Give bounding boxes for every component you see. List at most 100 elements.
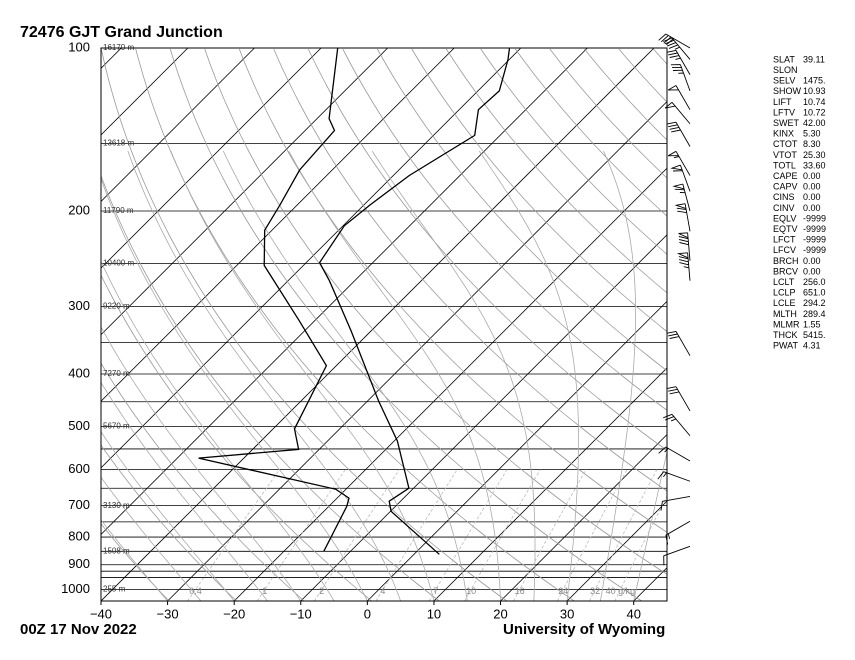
index-key: SLAT bbox=[773, 54, 795, 64]
dry-adiabat bbox=[342, 48, 667, 411]
dry-adiabat bbox=[411, 48, 667, 333]
index-key: EQLV bbox=[773, 213, 796, 223]
index-value: 39.11 bbox=[803, 54, 825, 64]
index-value: 10.93 bbox=[803, 86, 826, 96]
moist-adiabat bbox=[222, 150, 468, 601]
height-label: 5670 m bbox=[103, 422, 130, 431]
mixing-ratio-line bbox=[187, 469, 281, 601]
mixing-ratio-label: 24 bbox=[558, 586, 568, 596]
index-value: -9999 bbox=[803, 224, 826, 234]
mixing-ratio-label: 40 g/kg bbox=[606, 586, 636, 596]
x-tick-label: −40 bbox=[90, 606, 112, 621]
isotherm bbox=[101, 48, 455, 402]
wind-barb bbox=[678, 232, 691, 261]
index-key: LFCV bbox=[773, 245, 796, 255]
index-value: 5.30 bbox=[803, 129, 821, 139]
index-key: BRCV bbox=[773, 266, 798, 276]
index-value: 25.30 bbox=[803, 150, 826, 160]
grid-line bbox=[500, 433, 667, 601]
isotherm bbox=[101, 48, 388, 336]
grid-line bbox=[300, 234, 667, 601]
index-value: 42.00 bbox=[803, 118, 826, 128]
footer-left: 00Z 17 Nov 2022 bbox=[20, 621, 137, 638]
moist-adiabat bbox=[101, 476, 202, 601]
index-value: -9999 bbox=[803, 213, 826, 223]
index-value: 0.00 bbox=[803, 203, 821, 213]
isotherm bbox=[101, 48, 522, 469]
dry-adiabat bbox=[273, 48, 667, 492]
index-key: BRCH bbox=[773, 256, 799, 266]
y-tick-label: 100 bbox=[68, 39, 90, 54]
y-tick-label: 700 bbox=[68, 497, 90, 512]
index-value: 1475. bbox=[803, 76, 826, 86]
mixing-ratio-line bbox=[557, 469, 628, 601]
index-key: KINX bbox=[773, 129, 794, 139]
moist-adiabat bbox=[478, 150, 579, 601]
x-tick-label: −20 bbox=[223, 606, 245, 621]
height-label: 7270 m bbox=[103, 369, 130, 378]
moist-adiabat bbox=[101, 177, 368, 601]
grid-line bbox=[433, 367, 667, 601]
wind-barb bbox=[670, 64, 691, 92]
y-tick-label: 200 bbox=[68, 202, 90, 217]
y-tick-label: 300 bbox=[68, 298, 90, 313]
dry-adiabat bbox=[307, 48, 667, 451]
index-key: LIFT bbox=[773, 97, 792, 107]
wind-barb bbox=[663, 413, 691, 437]
mixing-ratio-label: 2 bbox=[319, 586, 324, 596]
wind-barb bbox=[663, 37, 691, 60]
height-label: 10400 m bbox=[103, 259, 134, 268]
wind-barb bbox=[666, 330, 691, 356]
index-value: -9999 bbox=[803, 235, 826, 245]
index-key: MLTH bbox=[773, 309, 797, 319]
chart-title: 72476 GJT Grand Junction bbox=[20, 24, 223, 41]
y-tick-label: 500 bbox=[68, 418, 90, 433]
x-tick-label: 0 bbox=[364, 606, 371, 621]
moist-adiabat bbox=[371, 150, 536, 601]
mixing-ratio-line bbox=[464, 469, 541, 601]
index-key: SLON bbox=[773, 65, 798, 75]
dry-adiabat bbox=[135, 48, 575, 601]
index-value: 0.00 bbox=[803, 192, 821, 202]
wind-barb bbox=[667, 85, 691, 110]
wind-barb bbox=[663, 545, 691, 566]
mixing-ratio-label: 7 bbox=[433, 586, 438, 596]
wind-barb bbox=[664, 101, 691, 125]
index-key: EQTV bbox=[773, 224, 798, 234]
index-key: SHOW bbox=[773, 86, 802, 96]
index-value: 0.00 bbox=[803, 256, 821, 266]
height-label: 3130 m bbox=[103, 501, 130, 510]
moist-adiabat bbox=[127, 150, 401, 601]
moist-adiabat bbox=[633, 450, 667, 601]
dry-adiabat bbox=[101, 274, 372, 601]
y-tick-label: 600 bbox=[68, 461, 90, 476]
mixing-ratio-label: 0.4 bbox=[189, 586, 202, 596]
index-key: PWAT bbox=[773, 341, 798, 351]
isotherm bbox=[101, 48, 255, 203]
wind-barb bbox=[666, 386, 691, 412]
index-value: 256.0 bbox=[803, 277, 826, 287]
wind-barb bbox=[672, 183, 691, 212]
mixing-ratio-line bbox=[589, 469, 658, 601]
mixing-ratio-label: 4 bbox=[380, 586, 385, 596]
wind-barb bbox=[658, 33, 691, 49]
dry-adiabat bbox=[549, 48, 667, 179]
mixing-ratio-label: 1 bbox=[262, 586, 267, 596]
index-key: LFTV bbox=[773, 107, 795, 117]
index-value: 8.30 bbox=[803, 139, 821, 149]
y-tick-label: 1000 bbox=[61, 581, 90, 596]
mixing-ratio-label: 32 bbox=[590, 586, 600, 596]
mixing-ratio-line bbox=[614, 495, 667, 601]
index-key: CINV bbox=[773, 203, 795, 213]
index-value: 10.74 bbox=[803, 97, 826, 107]
height-label: 13618 m bbox=[103, 138, 134, 147]
index-key: TOTL bbox=[773, 160, 796, 170]
wind-barb bbox=[670, 164, 691, 192]
mixing-ratio-line bbox=[314, 469, 400, 601]
index-value: 289.4 bbox=[803, 309, 826, 319]
wind-barb bbox=[676, 252, 691, 281]
dry-adiabat bbox=[204, 48, 667, 575]
wind-barb bbox=[674, 203, 691, 232]
